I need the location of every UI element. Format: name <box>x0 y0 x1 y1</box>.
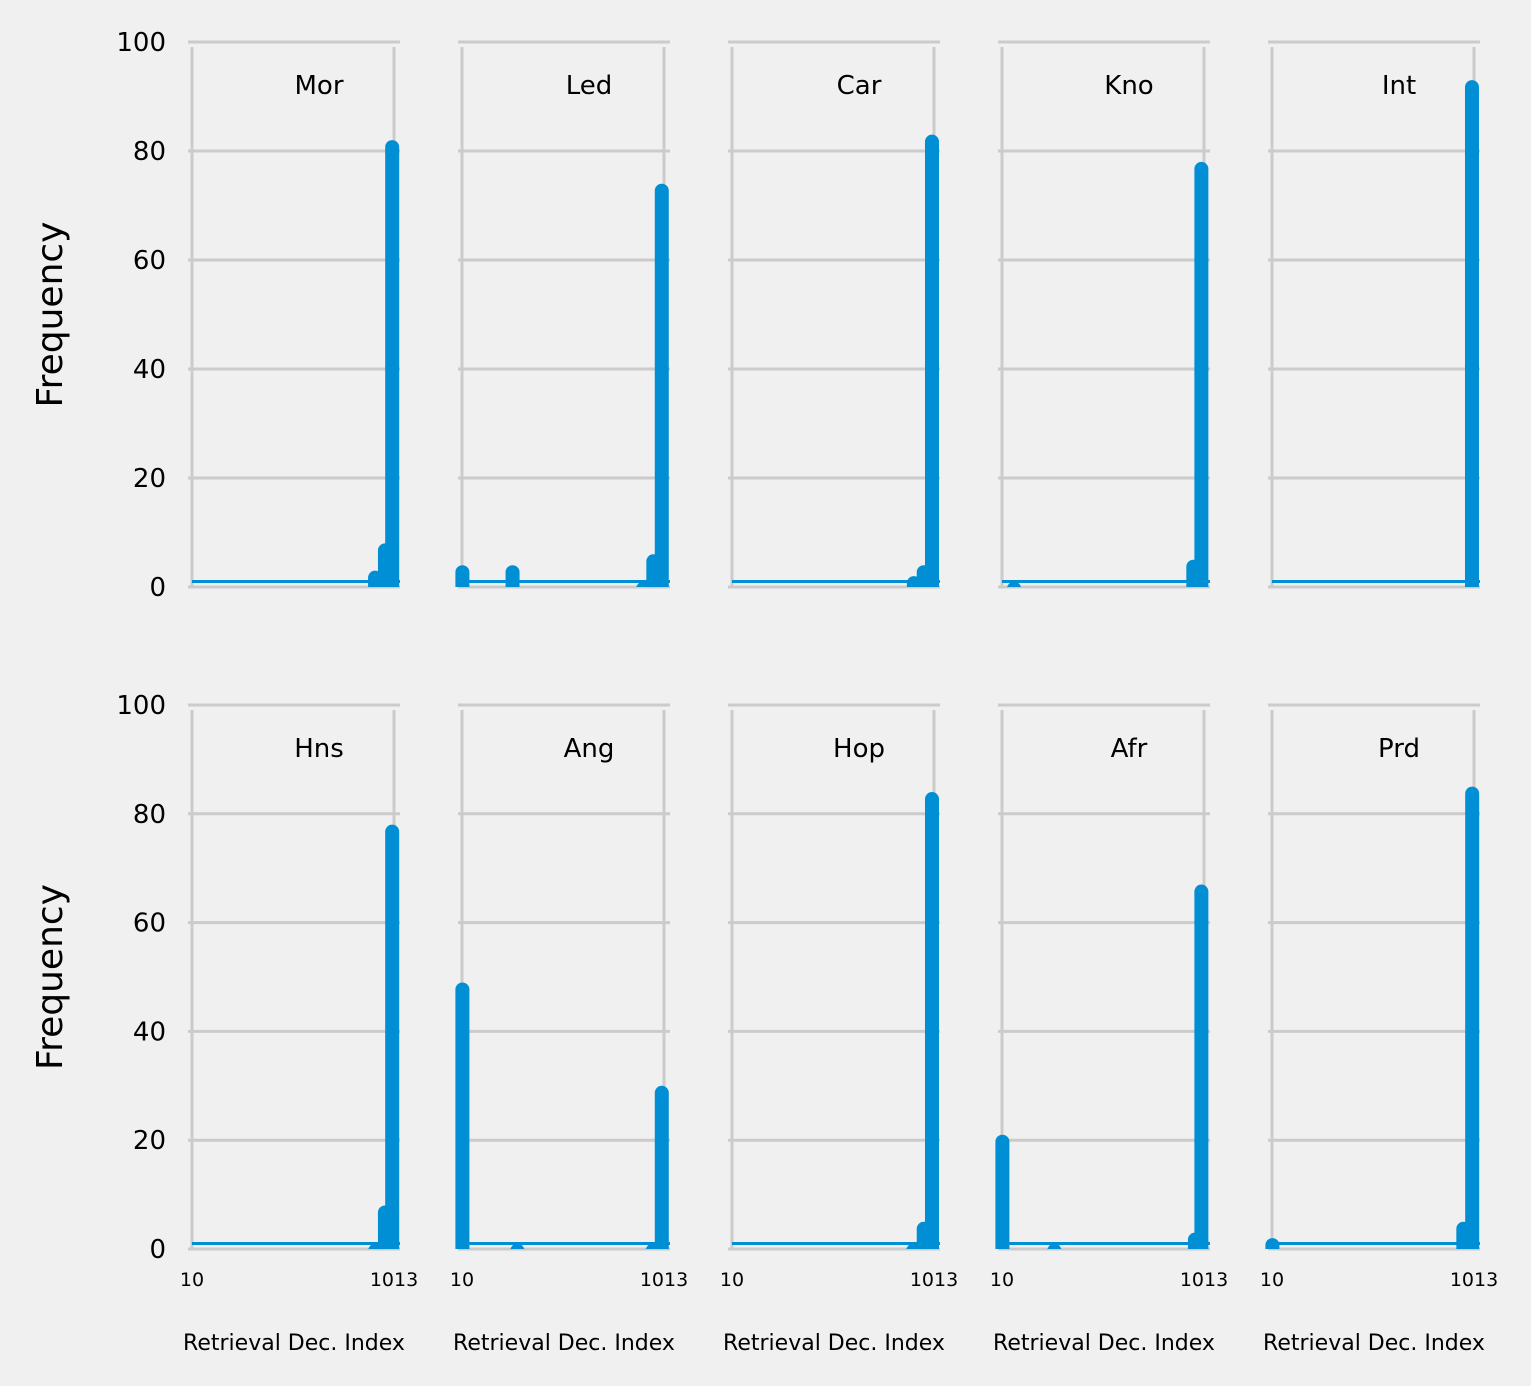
x-tick-label: 10 <box>1260 1269 1284 1291</box>
x-tick-label: 1013 <box>1450 1269 1498 1291</box>
y-tick-label: 20 <box>133 464 166 494</box>
x-tick-label: 1013 <box>370 1269 418 1291</box>
x-tick-label: 10 <box>990 1269 1014 1291</box>
histogram-bar <box>1265 1238 1280 1249</box>
y-tick-label: 20 <box>133 1126 166 1156</box>
panel-title: Afr <box>1111 734 1148 764</box>
histogram-bar <box>1007 581 1022 589</box>
x-tick-label: 10 <box>180 1269 204 1291</box>
y-tick-label: 100 <box>116 691 166 721</box>
y-axis-label: Frequency <box>30 884 71 1070</box>
y-tick-label: 100 <box>116 28 166 58</box>
panel-int: Int <box>1268 40 1480 589</box>
panel-led: Led <box>455 40 670 589</box>
histogram-bar <box>385 140 400 587</box>
panel-title: Mor <box>294 71 343 101</box>
x-axis-label: Retrieval Dec. Index <box>453 1331 675 1356</box>
x-tick-label: 1013 <box>910 1269 958 1291</box>
panel-mor: Mor 0 20 40 60 80 100 <box>116 28 400 603</box>
y-tick-label: 60 <box>133 909 166 939</box>
panel-kno: Kno <box>998 40 1210 589</box>
histogram-bar <box>654 1085 669 1249</box>
y-tick-label: 0 <box>149 573 166 603</box>
y-tick-label: 0 <box>149 1235 166 1265</box>
x-axis-label: Retrieval Dec. Index <box>723 1331 945 1356</box>
x-tick-label: 10 <box>720 1269 744 1291</box>
histogram-bar <box>995 1134 1010 1249</box>
panel-car: Car <box>728 40 940 589</box>
panel-title: Prd <box>1378 734 1420 764</box>
histogram-bar <box>1194 884 1209 1249</box>
y-tick-label: 40 <box>133 355 166 385</box>
x-tick-label: 1013 <box>1180 1269 1228 1291</box>
panel-ang: Ang 10 1013 Retrieval Dec. Index <box>450 703 688 1356</box>
panel-afr: Afr 10 1013 Retrieval Dec. Index <box>990 703 1228 1356</box>
histogram-bar <box>1194 161 1209 587</box>
panel-title: Kno <box>1104 71 1153 101</box>
histogram-bar <box>505 565 520 587</box>
histogram-bar <box>385 824 400 1249</box>
histogram-bar <box>510 1243 525 1251</box>
y-tick-label: 80 <box>133 800 166 830</box>
panel-title: Led <box>566 71 613 101</box>
panel-title: Int <box>1382 71 1416 101</box>
panel-prd: Prd 10 1013 Retrieval Dec. Index <box>1260 703 1498 1356</box>
x-axis-label: Retrieval Dec. Index <box>183 1331 405 1356</box>
panel-hop: Hop 10 1013 Retrieval Dec. Index <box>720 703 958 1356</box>
x-tick-label: 1013 <box>640 1269 688 1291</box>
x-axis-label: Retrieval Dec. Index <box>993 1331 1215 1356</box>
panel-title: Car <box>837 71 882 101</box>
histogram-bar <box>924 792 939 1249</box>
x-tick-label: 10 <box>450 1269 474 1291</box>
panel-title: Hns <box>294 734 344 764</box>
histogram-bar <box>1047 1243 1062 1251</box>
y-tick-label: 80 <box>133 137 166 167</box>
y-tick-label: 40 <box>133 1017 166 1047</box>
histogram-bar <box>654 183 669 587</box>
panel-title: Hop <box>833 734 885 764</box>
histogram-bar <box>924 134 939 587</box>
panel-hns: Hns 0 20 40 60 80 100 10 1013 Retrieval Dec. Inde… <box>116 691 418 1356</box>
y-axis-label: Frequency <box>30 222 71 408</box>
histogram-bar <box>1464 80 1479 587</box>
x-axis-label: Retrieval Dec. Index <box>1263 1331 1485 1356</box>
y-tick-label: 60 <box>133 246 166 276</box>
panel-title: Ang <box>564 734 615 764</box>
histogram-bar <box>1465 786 1480 1249</box>
histogram-bar <box>455 565 470 587</box>
histogram-bar <box>455 982 470 1249</box>
